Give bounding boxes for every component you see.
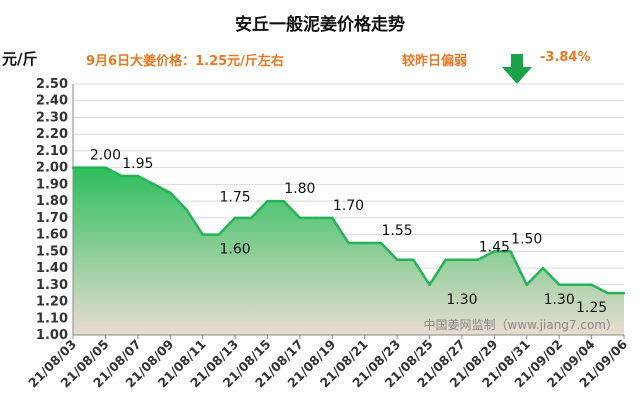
y-tick-label: 2.40: [36, 94, 68, 109]
data-point: [622, 291, 626, 295]
data-point: [88, 166, 91, 169]
data-label: 1.25: [576, 300, 607, 316]
y-tick-label: 1.40: [36, 261, 68, 276]
y-tick-label: 1.80: [36, 194, 68, 209]
data-point: [590, 283, 593, 286]
data-point: [379, 241, 383, 245]
y-tick-label: 1.60: [36, 228, 68, 243]
compare-label: 较昨日偏弱: [402, 54, 468, 69]
data-point: [541, 266, 545, 270]
data-label: 1.70: [333, 198, 364, 214]
data-point: [476, 258, 480, 261]
data-point: [525, 283, 528, 286]
data-label: 1.80: [284, 181, 315, 197]
chart-title: 安丘一般泥姜价格走势: [235, 15, 405, 35]
data-point: [557, 283, 561, 286]
data-point: [460, 258, 464, 261]
down-arrow-icon: [502, 54, 532, 84]
data-point: [606, 291, 609, 295]
y-axis-unit: 元/斤: [2, 50, 38, 68]
data-label: 1.75: [219, 190, 250, 206]
price-note: 9月6日大姜价格：1.25元/斤左右: [86, 54, 284, 69]
data-point: [185, 208, 188, 211]
data-point: [152, 183, 156, 186]
data-point: [314, 216, 318, 220]
data-point: [250, 216, 253, 220]
data-label: 1.50: [511, 231, 542, 247]
data-point: [169, 191, 172, 194]
y-tick-label: 2.00: [36, 161, 68, 176]
data-point: [282, 199, 285, 203]
change-percent: -3.84%: [540, 50, 591, 65]
data-point: [136, 174, 140, 178]
data-label: 1.55: [382, 223, 413, 239]
data-point: [363, 241, 366, 245]
data-label: 2.00: [90, 148, 121, 164]
data-label: 1.60: [219, 242, 250, 258]
price-area-fill: [73, 167, 624, 335]
data-point: [201, 233, 204, 236]
data-point: [104, 166, 107, 169]
data-point: [298, 216, 302, 220]
data-label: 1.30: [446, 292, 477, 308]
y-tick-label: 1.00: [36, 328, 68, 343]
data-point: [120, 174, 123, 178]
data-point: [509, 250, 512, 253]
data-point: [217, 233, 221, 236]
data-point: [444, 258, 447, 261]
y-tick-label: 2.30: [36, 110, 68, 125]
y-tick-label: 1.90: [36, 177, 68, 192]
data-label: 1.45: [479, 240, 510, 256]
y-tick-label: 2.10: [36, 144, 68, 159]
y-tick-label: 1.70: [36, 211, 68, 226]
y-tick-label: 1.30: [36, 278, 68, 293]
y-tick-label: 2.20: [36, 127, 68, 142]
y-tick-label: 1.50: [36, 244, 68, 259]
data-label: 1.95: [122, 156, 153, 172]
data-point: [412, 258, 415, 261]
data-label: 1.30: [544, 292, 575, 308]
y-tick-label: 1.20: [36, 295, 68, 310]
data-point: [395, 258, 399, 261]
data-point: [428, 283, 431, 286]
data-point: [574, 283, 577, 286]
data-point: [266, 199, 269, 203]
data-point: [233, 216, 237, 220]
y-tick-label: 2.50: [36, 77, 68, 92]
watermark: 中国姜网监制（www.jiang7.com）: [424, 317, 618, 332]
data-point: [493, 250, 496, 253]
data-point: [347, 241, 350, 245]
y-tick-label: 1.10: [36, 311, 68, 326]
data-point: [331, 216, 334, 220]
